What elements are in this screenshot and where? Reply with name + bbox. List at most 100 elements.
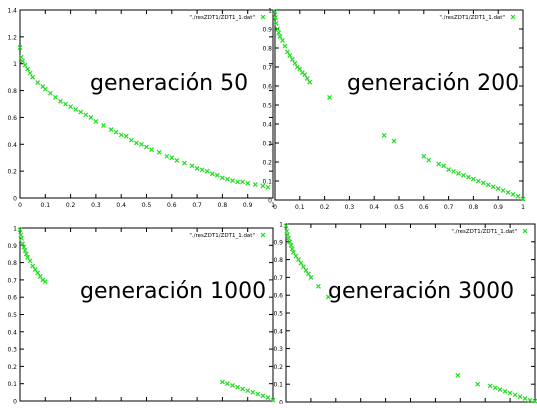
data-point (277, 34, 283, 40)
chart-panel-gen-200: 0 0.1 0.2 0.3 0.4 0.5 0.6 0.7 0.8 0.9 1 0 0.1 0.2 0.3 0… (262, 0, 537, 215)
legend-marker (510, 14, 516, 20)
x-tick-label: 0.6 (167, 202, 177, 209)
x-tick-label: 0.4 (116, 202, 126, 209)
data-point (470, 176, 476, 182)
data-point (93, 119, 99, 124)
x-tick-label: 0.9 (493, 204, 503, 211)
data-point (485, 182, 491, 188)
y-tick-label: 0.8 (273, 257, 283, 264)
y-tick-label: 0.4 (262, 122, 272, 129)
y-tick-label: 0.9 (273, 239, 283, 246)
y-tick-label: 1.4 (7, 8, 17, 15)
data-point (78, 109, 84, 115)
data-point (174, 157, 180, 163)
data-point (455, 372, 461, 378)
x-tick-label: 0.5 (142, 202, 152, 209)
data-point (260, 393, 266, 399)
data-point (490, 184, 496, 190)
data-point (502, 388, 508, 394)
data-point (73, 106, 79, 112)
data-point (492, 385, 498, 391)
data-point (532, 398, 537, 404)
data-point (289, 56, 295, 62)
data-point (25, 66, 31, 72)
data-point (285, 232, 290, 238)
x-tick-label: 0.6 (419, 204, 429, 211)
data-point (446, 167, 452, 173)
data-point (296, 257, 301, 263)
data-point (307, 79, 313, 85)
data-point (47, 90, 53, 96)
data-point (22, 62, 28, 68)
y-tick-label: 0.7 (262, 65, 272, 72)
data-point (88, 115, 94, 120)
x-tick-label: 0 (273, 204, 277, 211)
data-point (292, 60, 298, 66)
data-point (23, 251, 29, 257)
data-point (123, 133, 129, 139)
data-point (58, 98, 63, 104)
data-point (245, 180, 251, 186)
data-point (466, 174, 471, 180)
data-point (381, 132, 387, 138)
y-tick-label: 0.7 (273, 275, 283, 282)
data-point (32, 267, 38, 272)
data-point (101, 123, 106, 128)
x-tick-label: 0.1 (41, 202, 51, 209)
data-point (495, 186, 501, 192)
data-point (293, 253, 299, 259)
x-tick-label: 0.7 (444, 204, 454, 211)
data-point (35, 270, 41, 276)
data-point (500, 188, 506, 193)
data-point (475, 381, 481, 387)
y-tick-label: 0.9 (7, 243, 17, 250)
legend-marker (260, 232, 266, 238)
chart-panel-gen-3000: 0 0.1 0.2 0.3 0.4 0.5 0.6 0.7 0.8 0.9 1 "./resZDT1/… (262, 210, 537, 407)
data-point (133, 140, 139, 146)
y-tick-label: 0 (279, 400, 283, 405)
data-point (276, 30, 282, 36)
data-point (128, 137, 134, 143)
data-point (304, 75, 310, 81)
y-tick-label: 0.1 (7, 381, 17, 388)
data-point (108, 127, 114, 132)
data-point (182, 160, 187, 166)
data-point (42, 279, 48, 285)
plot-frame (19, 227, 274, 402)
data-point (515, 193, 521, 199)
data-point (265, 395, 271, 400)
data-point (194, 166, 200, 171)
legend-label: "./resZDT1/ZDT1_1.dat" (189, 15, 255, 21)
data-point (487, 383, 493, 389)
plot-frame (274, 9, 524, 201)
data-point (287, 239, 293, 245)
data-point (273, 20, 279, 26)
data-point (325, 294, 331, 300)
data-point (240, 179, 246, 185)
data-point (35, 80, 41, 85)
data-point (507, 390, 513, 396)
data-point (17, 227, 23, 233)
data-point (421, 153, 427, 159)
y-tick-label: 0.5 (262, 103, 272, 110)
chart-gen-50: 0 0.2 0.4 0.6 0.8 1 1.2 1.4 0 0.1 0.2 0.3 0.4 0.5 0.6 0… (7, 8, 275, 210)
data-point (27, 258, 33, 264)
data-point (480, 180, 486, 186)
data-point (291, 250, 296, 255)
generation-annotation: generación 50 (90, 71, 248, 96)
data-point (275, 26, 280, 32)
data-point (315, 283, 321, 289)
chart-panel-gen-50: 0 0.2 0.4 0.6 0.8 1 1.2 1.4 0 0.1 0.2 0.3 0.4 0.5 0.6 0… (0, 0, 275, 215)
x-tick-label: 0.3 (91, 202, 101, 209)
data-point (230, 178, 235, 183)
y-tick-label: 0.5 (7, 312, 17, 319)
y-tick-label: 0.2 (262, 160, 272, 167)
data-point (475, 178, 481, 184)
y-tick-label: 0.8 (7, 88, 17, 95)
data-point (219, 379, 225, 385)
data-point (327, 94, 332, 100)
data-point (83, 112, 89, 118)
data-point (426, 157, 432, 163)
data-point (245, 388, 251, 394)
data-point (118, 132, 124, 138)
